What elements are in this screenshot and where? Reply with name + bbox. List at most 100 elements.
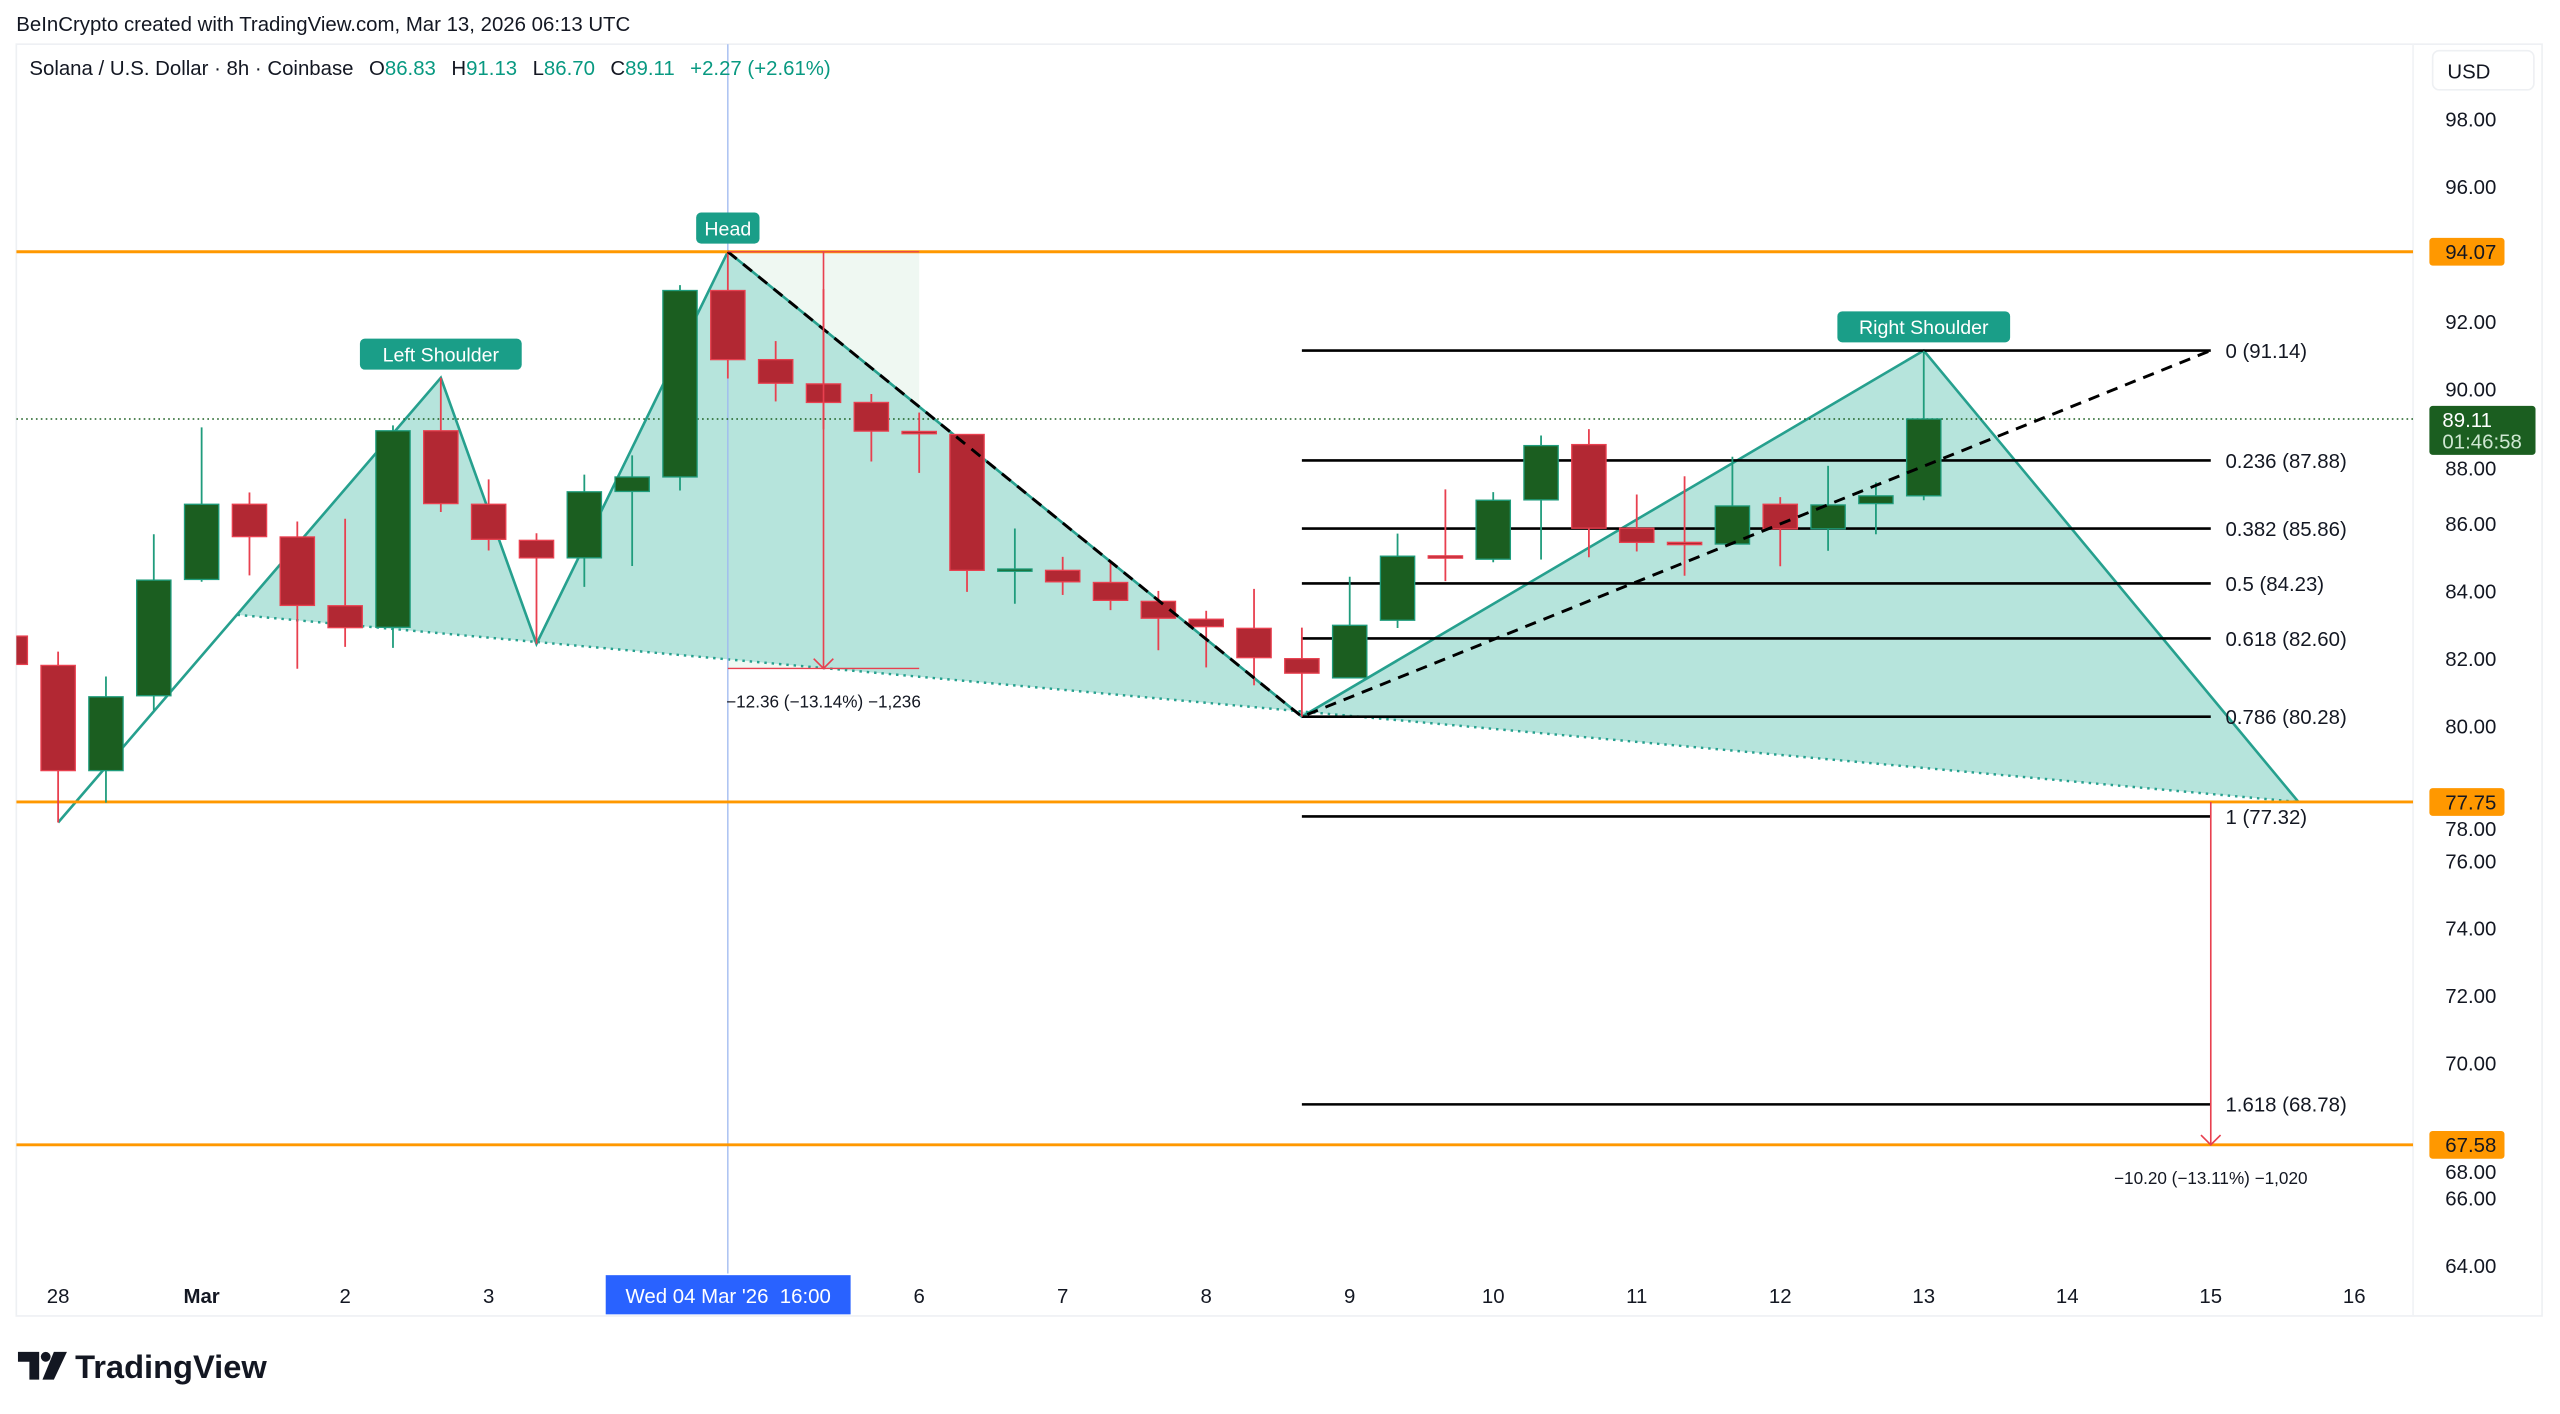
time-tick-label: 7 [1057, 1286, 1068, 1308]
pattern-label-text: Head [704, 218, 751, 240]
arrow-down-icon [2200, 1134, 2222, 1146]
fib-level[interactable]: 0 (91.14) [1301, 341, 2307, 363]
price-tick-label: 78.00 [2445, 819, 2496, 841]
time-tick-label: 10 [1482, 1286, 1505, 1308]
candle [1044, 556, 1081, 595]
candle-body [614, 476, 650, 493]
candle-body [662, 289, 698, 478]
price-tick-label: 84.00 [2445, 582, 2496, 604]
price-axis[interactable]: 98.00 96.00 92.00 90.00 88.00 86.00 84.00 82.00… [2445, 110, 2496, 1278]
candle [901, 412, 937, 473]
fib-level-label: 0.786 (80.28) [2225, 707, 2346, 729]
fib-level[interactable]: 0.786 (80.28) [1301, 707, 2347, 729]
level-price-label: 77.75 [2429, 788, 2505, 816]
time-axis[interactable]: 28 Mar 2 3 6 7 8 9 10 11 12 13 14 15 16 [47, 1286, 2366, 1308]
candle [566, 474, 603, 587]
candle-body [1284, 658, 1320, 674]
price-tick-label: 98.00 [2445, 110, 2496, 132]
measure-label: −12.36 (−13.14%) −1,236 [726, 692, 921, 712]
candle [662, 285, 698, 491]
fib-level[interactable]: 0.5 (84.23) [1301, 574, 2324, 596]
level-price-label-text: 94.07 [2445, 242, 2496, 264]
price-tick-label: 72.00 [2445, 986, 2496, 1008]
tradingview-logo[interactable]: TradingView [17, 1348, 267, 1385]
price-range-measure[interactable]: −12.36 (−13.14%) −1,236 [726, 251, 921, 712]
fib-level-label: 0.382 (85.86) [2225, 519, 2346, 541]
low-value: 86.70 [544, 58, 595, 80]
fib-level[interactable]: 0.618 (82.60) [1301, 629, 2347, 651]
candle-body [710, 289, 746, 361]
close-label: C [610, 58, 625, 80]
pattern-label-background [696, 212, 760, 244]
candle-body [1571, 443, 1607, 529]
candle-body [901, 430, 937, 435]
measure-arrows[interactable]: −12.36 (−13.14%) −1,236 −10.20 (−13.11%) … [726, 251, 2308, 1188]
candle [1475, 492, 1512, 563]
last-price-label-background [2429, 405, 2536, 455]
candle [1379, 533, 1416, 628]
plot-area[interactable]: 0 (91.14) 0.236 (87.88) 0.382 (85.86) 0.5 (… [0, 44, 2414, 1274]
fib-level[interactable]: 1.618 (68.78) [1301, 1095, 2347, 1117]
candle [375, 425, 411, 648]
candle [757, 341, 794, 402]
fib-level[interactable]: 0.382 (85.86) [1301, 519, 2347, 541]
pattern-fill [237, 251, 2299, 802]
candle-body [518, 539, 555, 559]
time-tick-label: 6 [914, 1286, 925, 1308]
candle [1523, 435, 1559, 560]
candle-body [1092, 581, 1129, 602]
candle-body [135, 579, 172, 697]
time-tick-label: 3 [483, 1286, 494, 1308]
candle [949, 433, 985, 592]
candle [1810, 465, 1846, 551]
price-tick-label: 92.00 [2445, 312, 2496, 334]
time-tick-label: 11 [1626, 1286, 1647, 1308]
fib-level[interactable]: 0.236 (87.88) [1301, 451, 2347, 473]
pattern-labels: Left Shoulder Head Right Shoulder [359, 212, 2011, 370]
price-tick-label: 68.00 [2445, 1162, 2496, 1184]
pattern-label-text: Right Shoulder [1859, 317, 1989, 339]
candle-body [1331, 624, 1368, 679]
candle [231, 492, 268, 576]
dashed-trend-line[interactable] [726, 250, 2212, 719]
candle [1905, 350, 1942, 501]
fib-level[interactable]: 1 (77.32) [1301, 807, 2307, 829]
open-label: O [369, 58, 385, 80]
candle-body [1905, 418, 1942, 497]
candle-body [1427, 555, 1464, 559]
candle [1331, 576, 1368, 679]
candle-body [949, 433, 985, 571]
measure-label: −10.20 (−13.11%) −1,020 [2114, 1168, 2307, 1188]
candle [40, 651, 76, 823]
open-value: 86.83 [385, 58, 436, 80]
candle [1427, 489, 1464, 582]
level-price-label-text: 77.75 [2445, 792, 2496, 814]
price-range-measure[interactable]: −10.20 (−13.11%) −1,020 [2114, 801, 2308, 1188]
candle [470, 479, 507, 551]
price-tick-label: 80.00 [2445, 716, 2496, 738]
fibonacci-retracement[interactable]: 0 (91.14) 0.236 (87.88) 0.382 (85.86) 0.5 (… [1301, 341, 2347, 1117]
candle-body [375, 430, 411, 628]
candle [1762, 497, 1799, 567]
candles [16, 251, 1942, 823]
time-tick-label: 9 [1344, 1286, 1355, 1308]
fib-level-label: 0.5 (84.23) [2225, 574, 2324, 596]
candle [327, 518, 363, 647]
candle-body [1475, 499, 1512, 560]
candle-body [327, 605, 363, 629]
candle-body [757, 358, 794, 384]
fib-level-label: 1.618 (68.78) [2225, 1095, 2346, 1117]
time-tick-label: 15 [2199, 1286, 2222, 1308]
dashed-trend-lines[interactable] [726, 250, 2212, 719]
candle-body [183, 503, 220, 581]
high-label: H [451, 58, 466, 80]
price-tick-label: 90.00 [2445, 379, 2496, 401]
tradingview-logo-icon [17, 1351, 67, 1380]
currency-button[interactable]: USD [2431, 49, 2535, 91]
horizontal-levels[interactable] [16, 250, 2414, 1147]
change-value: +2.27 (+2.61%) [690, 58, 831, 80]
crosshair-time-text: Wed 04 Mar '26 16:00 [626, 1286, 831, 1308]
candle-body [423, 430, 459, 505]
symbol-name[interactable]: Solana / U.S. Dollar · 8h · Coinbase [29, 58, 353, 80]
